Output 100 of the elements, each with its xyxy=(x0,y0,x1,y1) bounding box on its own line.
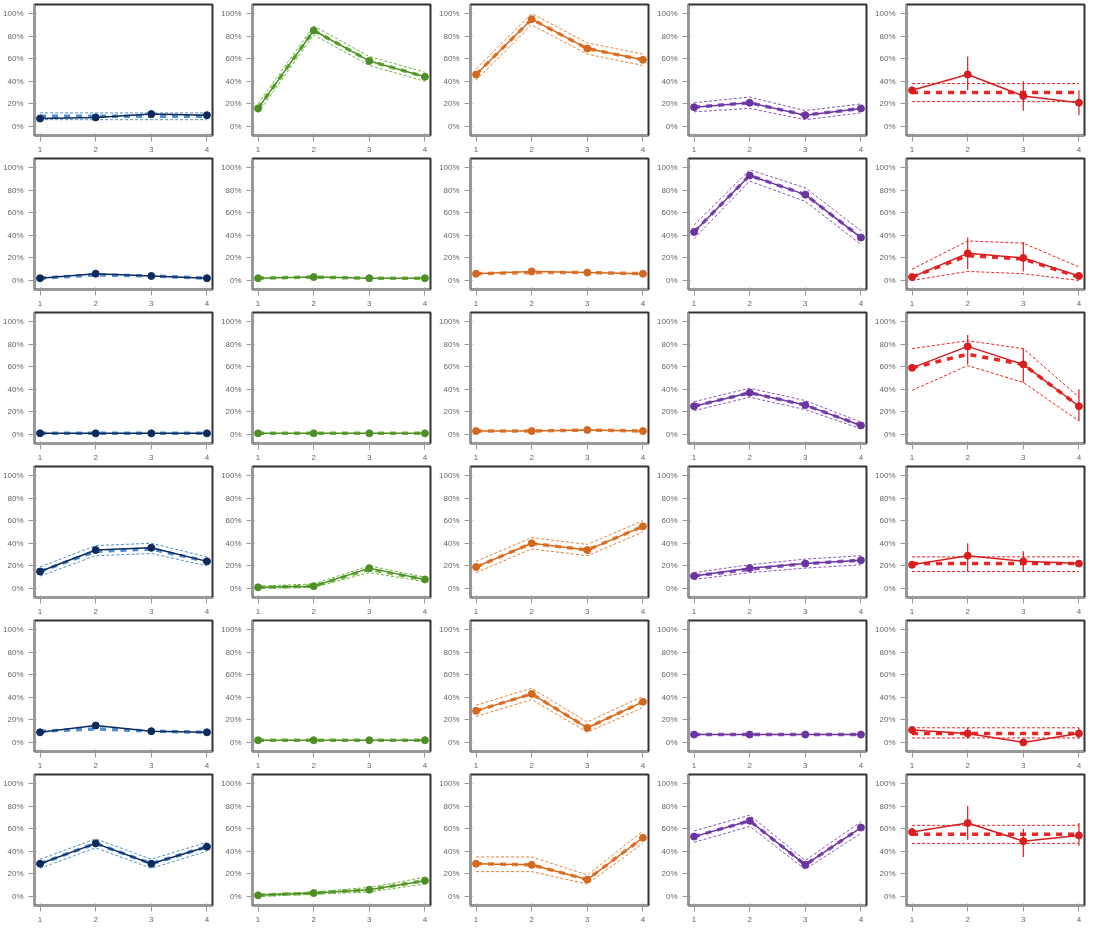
y-tick-label: 100% xyxy=(657,163,678,173)
y-tick-label: 100% xyxy=(221,163,242,173)
y-tick-label: 0% xyxy=(447,275,460,285)
y-tick-label: 0% xyxy=(883,583,896,593)
y-tick-label: 0% xyxy=(229,891,242,901)
y-tick-label: 40% xyxy=(7,384,24,394)
y-tick-label: 60% xyxy=(443,516,460,526)
x-tick-label: 2 xyxy=(93,144,99,154)
x-tick-label: 2 xyxy=(311,760,317,770)
x-tick-label: 3 xyxy=(585,606,591,616)
y-tick-label: 20% xyxy=(879,99,896,109)
x-tick-label: 2 xyxy=(529,452,535,462)
y-tick-label: 60% xyxy=(7,208,24,218)
y-tick-label: 0% xyxy=(883,891,896,901)
x-tick-label: 3 xyxy=(1021,914,1027,924)
y-tick-label: 100% xyxy=(657,625,678,635)
x-tick-label: 4 xyxy=(204,144,210,154)
x-tick-label: 3 xyxy=(585,452,591,462)
y-tick-label: 60% xyxy=(7,824,24,834)
x-tick-label: 2 xyxy=(529,606,535,616)
y-tick-label: 80% xyxy=(443,801,460,811)
y-tick-label: 20% xyxy=(443,715,460,725)
y-tick-label: 60% xyxy=(661,208,678,218)
y-tick-label: 20% xyxy=(7,561,24,571)
x-tick-label: 1 xyxy=(691,144,697,154)
y-tick-label: 40% xyxy=(225,230,242,240)
x-tick-label: 2 xyxy=(311,298,317,308)
y-tick-label: 40% xyxy=(225,692,242,702)
y-tick-label: 0% xyxy=(665,583,678,593)
y-tick-label: 100% xyxy=(875,625,896,635)
y-tick-label: 40% xyxy=(443,384,460,394)
x-tick-label: 1 xyxy=(473,452,479,462)
y-tick-label: 80% xyxy=(7,801,24,811)
x-tick-label: 3 xyxy=(149,144,155,154)
x-tick-label: 4 xyxy=(204,760,210,770)
x-tick-label: 1 xyxy=(691,298,697,308)
x-tick-label: 3 xyxy=(149,914,155,924)
y-tick-label: 80% xyxy=(879,493,896,503)
y-tick-label: 20% xyxy=(661,561,678,571)
x-tick-label: 2 xyxy=(93,606,99,616)
y-tick-label: 0% xyxy=(665,429,678,439)
y-tick-label: 80% xyxy=(661,801,678,811)
x-tick-label: 1 xyxy=(691,760,697,770)
x-tick-label: 1 xyxy=(37,298,43,308)
x-tick-label: 4 xyxy=(1076,452,1082,462)
x-tick-label: 3 xyxy=(585,144,591,154)
x-tick-label: 3 xyxy=(803,452,809,462)
x-tick-label: 4 xyxy=(640,298,646,308)
x-tick-label: 1 xyxy=(473,606,479,616)
x-tick-label: 3 xyxy=(149,452,155,462)
y-tick-label: 40% xyxy=(661,692,678,702)
y-tick-label: 60% xyxy=(225,208,242,218)
x-tick-label: 3 xyxy=(585,298,591,308)
y-tick-label: 0% xyxy=(665,275,678,285)
x-tick-label: 3 xyxy=(367,606,373,616)
y-tick-label: 40% xyxy=(443,846,460,856)
y-tick-label: 100% xyxy=(3,625,24,635)
x-tick-label: 4 xyxy=(640,914,646,924)
x-tick-label: 4 xyxy=(858,760,864,770)
y-tick-label: 60% xyxy=(879,824,896,834)
y-tick-label: 100% xyxy=(439,471,460,481)
x-tick-label: 1 xyxy=(909,914,915,924)
x-tick-label: 1 xyxy=(473,144,479,154)
y-tick-label: 20% xyxy=(443,99,460,109)
x-tick-label: 4 xyxy=(858,298,864,308)
y-tick-label: 80% xyxy=(443,493,460,503)
y-tick-label: 0% xyxy=(229,275,242,285)
y-tick-label: 80% xyxy=(879,647,896,657)
y-tick-label: 0% xyxy=(229,121,242,131)
y-tick-label: 20% xyxy=(661,407,678,417)
y-tick-label: 80% xyxy=(7,185,24,195)
x-tick-label: 3 xyxy=(803,298,809,308)
x-tick-label: 3 xyxy=(803,914,809,924)
y-tick-label: 80% xyxy=(661,647,678,657)
y-tick-label: 40% xyxy=(7,230,24,240)
y-tick-label: 100% xyxy=(875,471,896,481)
x-tick-label: 3 xyxy=(585,914,591,924)
x-tick-label: 4 xyxy=(640,144,646,154)
y-tick-label: 0% xyxy=(447,429,460,439)
y-tick-label: 20% xyxy=(443,253,460,263)
x-tick-label: 2 xyxy=(529,298,535,308)
y-tick-label: 60% xyxy=(661,824,678,834)
y-tick-label: 40% xyxy=(661,538,678,548)
y-tick-label: 20% xyxy=(225,253,242,263)
y-tick-label: 20% xyxy=(443,561,460,571)
x-tick-label: 2 xyxy=(747,760,753,770)
x-tick-label: 3 xyxy=(1021,144,1027,154)
y-tick-label: 40% xyxy=(7,846,24,856)
y-tick-label: 60% xyxy=(7,670,24,680)
y-tick-label: 80% xyxy=(443,31,460,41)
y-tick-label: 80% xyxy=(879,801,896,811)
x-tick-label: 3 xyxy=(803,606,809,616)
y-tick-label: 60% xyxy=(879,208,896,218)
x-tick-label: 3 xyxy=(367,760,373,770)
y-tick-label: 80% xyxy=(879,185,896,195)
x-tick-label: 2 xyxy=(965,144,971,154)
y-tick-label: 100% xyxy=(439,9,460,19)
y-tick-label: 60% xyxy=(443,54,460,64)
x-tick-label: 2 xyxy=(965,606,971,616)
y-tick-label: 0% xyxy=(447,121,460,131)
